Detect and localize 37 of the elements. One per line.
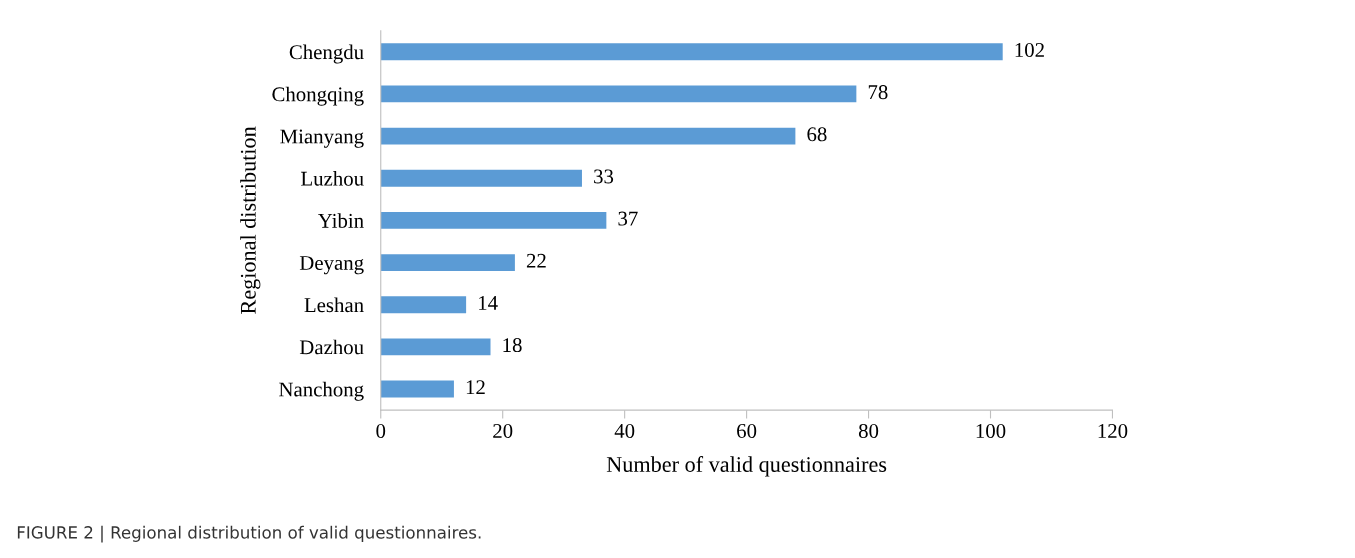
data-label: 68 [807, 127, 827, 142]
y-tick-label: Chengdu [289, 44, 364, 64]
bar [380, 338, 491, 356]
data-label: 102 [1015, 42, 1044, 57]
x-tick-label: 100 [976, 423, 1006, 438]
y-tick-label: Chongqing [272, 86, 364, 106]
bar [380, 380, 454, 398]
x-tick-label: 60 [737, 423, 757, 438]
y-tick-label: Leshan [304, 297, 364, 313]
data-label: 33 [594, 169, 614, 184]
x-tick-label: 120 [1098, 423, 1128, 438]
x-tick-label: 20 [493, 423, 513, 438]
x-tick-label: 40 [614, 423, 635, 438]
data-label: 12 [466, 380, 485, 395]
caption: FIGURE 2 | Regional distribution of valid questionnaires. [17, 525, 481, 543]
bar [380, 169, 582, 187]
data-label: 37 [618, 211, 638, 226]
y-tick-label: Nanchong [279, 381, 364, 401]
y-tick-label: Yibin [318, 213, 364, 228]
y-tick-label: Luzhou [301, 171, 364, 186]
bar [380, 127, 796, 145]
bar [380, 211, 607, 229]
y-tick-label: Deyang [299, 256, 364, 275]
bar [380, 254, 515, 271]
bar [380, 296, 467, 314]
data-label: 78 [868, 85, 888, 100]
bar [380, 85, 857, 103]
x-tick-label: 80 [858, 423, 879, 438]
y-tick-label: Mianyang [280, 129, 364, 148]
y-axis-title: Regional distribution [240, 126, 261, 314]
x-axis-title: Number of valid questionnaires [606, 456, 887, 477]
data-label: 18 [503, 338, 522, 353]
y-tick-label: Dazhou [299, 339, 364, 355]
bar [380, 43, 1003, 61]
x-tick-label: 0 [376, 423, 386, 438]
data-label: 14 [479, 295, 498, 310]
data-label: 22 [526, 253, 546, 268]
